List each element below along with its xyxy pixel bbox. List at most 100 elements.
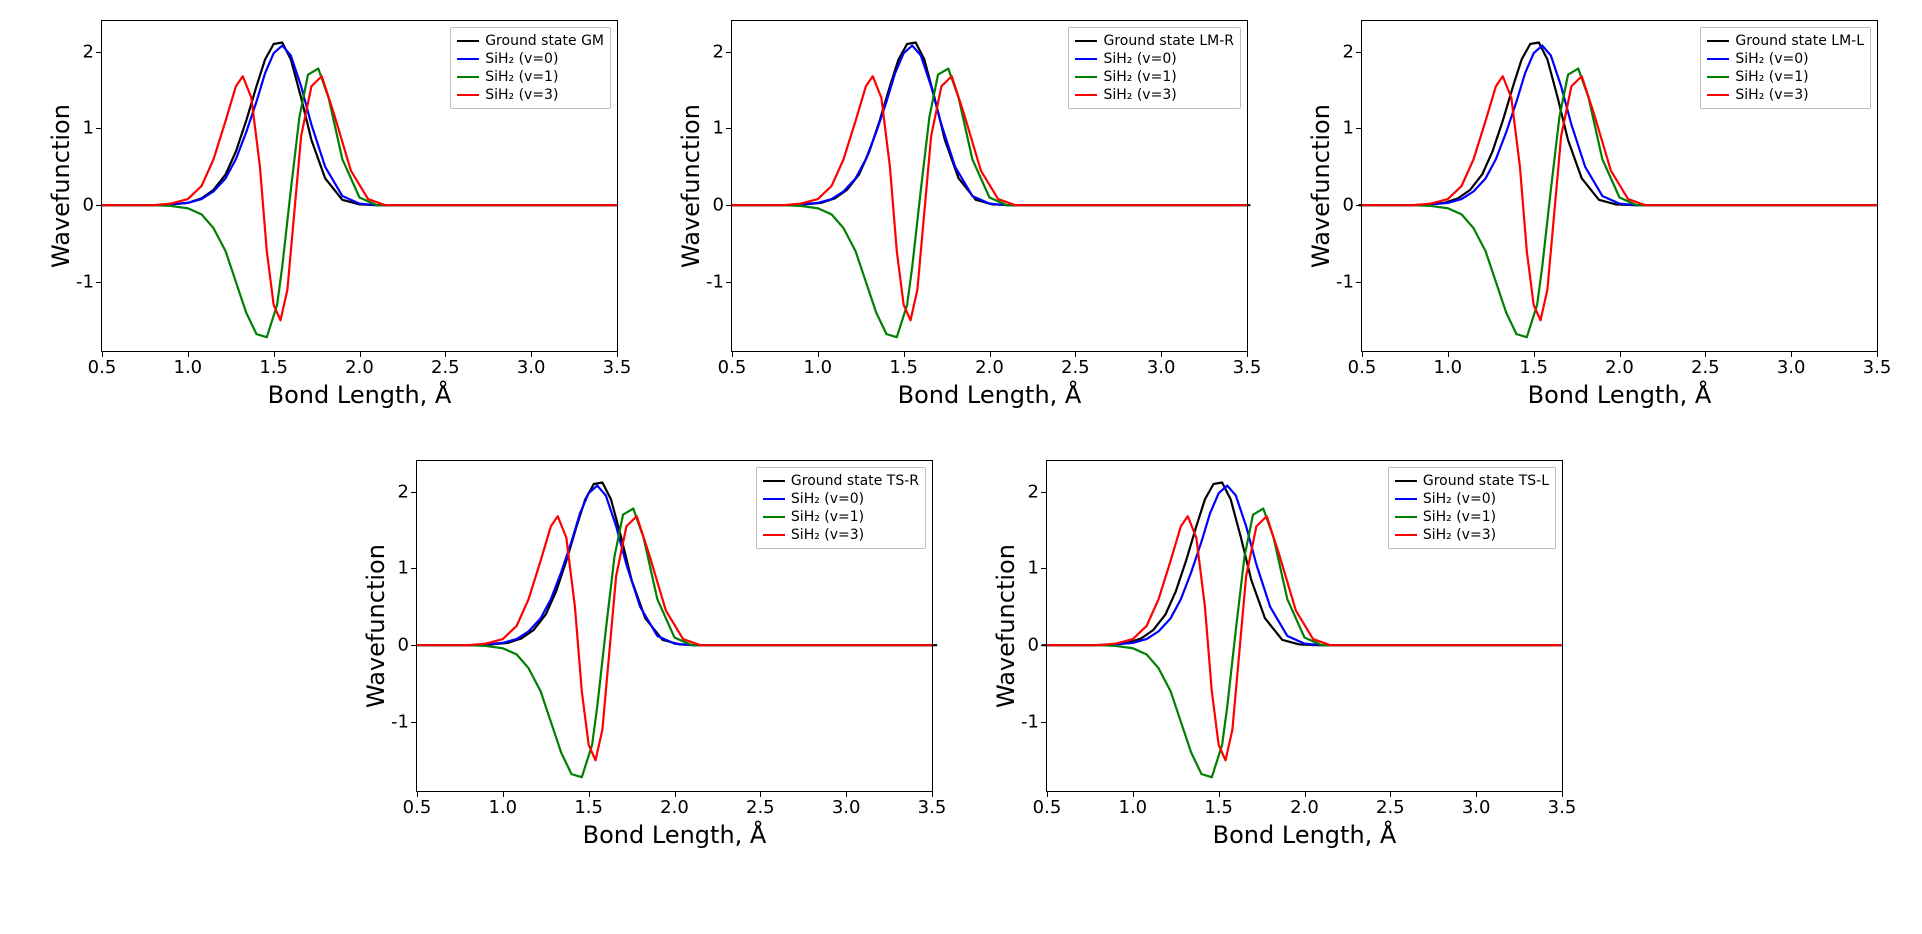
xtick-label: 1.0 xyxy=(174,357,203,378)
legend-v0: SiH₂ (v=0) xyxy=(1707,50,1864,68)
ylabel: Wavefunction xyxy=(362,461,390,791)
panel-LM-L: 0.51.01.52.02.53.03.5-1012Bond Length, Å… xyxy=(1276,0,1906,440)
ytick-label: 1 xyxy=(398,558,409,579)
ytick-label: 0 xyxy=(83,195,94,216)
legend-label: Ground state LM-L xyxy=(1735,33,1864,49)
xtick-label: 1.0 xyxy=(804,357,833,378)
ytick-label: 1 xyxy=(713,118,724,139)
legend-label: Ground state LM-R xyxy=(1103,33,1234,49)
xtick-label: 1.5 xyxy=(889,357,918,378)
legend-v0: SiH₂ (v=0) xyxy=(763,490,919,508)
legend-v0: SiH₂ (v=0) xyxy=(457,50,604,68)
xtick-label: 1.0 xyxy=(1434,357,1463,378)
ytick-label: -1 xyxy=(706,271,724,292)
ytick-label: 2 xyxy=(1343,41,1354,62)
legend-label: SiH₂ (v=1) xyxy=(485,69,558,85)
ytick-label: -1 xyxy=(76,271,94,292)
row-bottom: 0.51.01.52.02.53.03.5-1012Bond Length, Å… xyxy=(0,440,1922,880)
xtick-label: 2.5 xyxy=(431,357,460,378)
panel-LM-R: 0.51.01.52.02.53.03.5-1012Bond Length, Å… xyxy=(646,0,1276,440)
legend-label: Ground state TS-R xyxy=(791,473,919,489)
legend-label: SiH₂ (v=0) xyxy=(1103,51,1176,67)
legend-swatch xyxy=(1707,76,1729,78)
ytick-label: 0 xyxy=(713,195,724,216)
ytick-label: 2 xyxy=(83,41,94,62)
ytick-label: 0 xyxy=(398,635,409,656)
legend-swatch xyxy=(457,94,479,96)
xtick-label: 3.5 xyxy=(918,797,947,818)
legend-label: SiH₂ (v=1) xyxy=(791,509,864,525)
legend-swatch xyxy=(457,58,479,60)
legend-v3: SiH₂ (v=3) xyxy=(1075,86,1234,104)
legend-label: SiH₂ (v=1) xyxy=(1735,69,1808,85)
legend-label: SiH₂ (v=0) xyxy=(1423,491,1496,507)
xtick-label: 3.5 xyxy=(603,357,632,378)
legend-swatch xyxy=(1075,76,1097,78)
legend-label: Ground state TS-L xyxy=(1423,473,1549,489)
legend-swatch xyxy=(457,76,479,78)
legend-label: SiH₂ (v=0) xyxy=(791,491,864,507)
legend-label: SiH₂ (v=1) xyxy=(1103,69,1176,85)
xtick-label: 2.5 xyxy=(1691,357,1720,378)
xtick-label: 3.5 xyxy=(1233,357,1262,378)
legend: Ground state TS-L SiH₂ (v=0)SiH₂ (v=1)SiH… xyxy=(1388,467,1556,549)
xtick-label: 2.5 xyxy=(746,797,775,818)
legend-v1: SiH₂ (v=1) xyxy=(1075,68,1234,86)
xtick-label: 2.0 xyxy=(1605,357,1634,378)
legend-label: SiH₂ (v=0) xyxy=(485,51,558,67)
xtick-label: 3.0 xyxy=(1777,357,1806,378)
legend-v0: SiH₂ (v=0) xyxy=(1075,50,1234,68)
legend-label: SiH₂ (v=0) xyxy=(1735,51,1808,67)
legend-swatch xyxy=(1075,40,1097,42)
ylabel: Wavefunction xyxy=(1307,21,1335,351)
legend: Ground state TS-R SiH₂ (v=0) SiH₂ (v=1) SiH… xyxy=(756,467,926,549)
xtick-label: 3.0 xyxy=(1462,797,1491,818)
panel-TS-R: 0.51.01.52.02.53.03.5-1012Bond Length, Å… xyxy=(331,440,961,880)
legend-v1: SiH₂ (v=1) xyxy=(763,508,919,526)
legend-swatch xyxy=(763,498,785,500)
ytick-label: 2 xyxy=(398,481,409,502)
ytick-label: -1 xyxy=(1021,711,1039,732)
legend-swatch xyxy=(1707,94,1729,96)
xtick-label: 2.0 xyxy=(345,357,374,378)
axes: 0.51.01.52.02.53.03.5-1012Bond Length, Å… xyxy=(1046,460,1563,792)
legend-label: SiH₂ (v=3) xyxy=(1735,87,1808,103)
legend-swatch xyxy=(1075,94,1097,96)
legend-label: Ground state GM xyxy=(485,33,604,49)
ylabel: Wavefunction xyxy=(677,21,705,351)
xtick-label: 1.5 xyxy=(1519,357,1548,378)
legend-v0: SiH₂ (v=0) xyxy=(1395,490,1549,508)
legend-v1: SiH₂ (v=1) xyxy=(1395,508,1549,526)
xtick-label: 1.5 xyxy=(574,797,603,818)
legend-v3: SiH₂ (v=3) xyxy=(1707,86,1864,104)
xlabel: Bond Length, Å xyxy=(102,381,617,409)
xtick-label: 3.0 xyxy=(1147,357,1176,378)
xtick-label: 0.5 xyxy=(88,357,117,378)
legend-swatch xyxy=(1395,516,1417,518)
legend-swatch xyxy=(1707,40,1729,42)
legend-swatch xyxy=(1707,58,1729,60)
xtick-label: 1.5 xyxy=(259,357,288,378)
legend-v3: SiH₂ (v=3) xyxy=(1395,526,1549,544)
ytick-label: 0 xyxy=(1028,635,1039,656)
xtick-label: 1.0 xyxy=(489,797,518,818)
xtick-label: 2.0 xyxy=(1290,797,1319,818)
legend-ground: Ground state TS-L xyxy=(1395,472,1549,490)
xlabel: Bond Length, Å xyxy=(1047,821,1562,849)
xtick-label: 0.5 xyxy=(1348,357,1377,378)
legend-ground: Ground state LM-L xyxy=(1707,32,1864,50)
xtick-label: 2.0 xyxy=(975,357,1004,378)
legend-label: SiH₂ (v=3) xyxy=(791,527,864,543)
axes: 0.51.01.52.02.53.03.5-1012Bond Length, Å… xyxy=(416,460,933,792)
xtick-label: 2.5 xyxy=(1061,357,1090,378)
xtick-label: 0.5 xyxy=(718,357,747,378)
legend-swatch xyxy=(1395,480,1417,482)
legend-v1: SiH₂ (v=1) xyxy=(1707,68,1864,86)
legend-swatch xyxy=(763,534,785,536)
xtick-label: 3.5 xyxy=(1548,797,1577,818)
axes: 0.51.01.52.02.53.03.5-1012Bond Length, Å… xyxy=(101,20,618,352)
xlabel: Bond Length, Å xyxy=(732,381,1247,409)
legend-swatch xyxy=(763,516,785,518)
xtick-label: 2.0 xyxy=(660,797,689,818)
axes: 0.51.01.52.02.53.03.5-1012Bond Length, Å… xyxy=(1361,20,1878,352)
